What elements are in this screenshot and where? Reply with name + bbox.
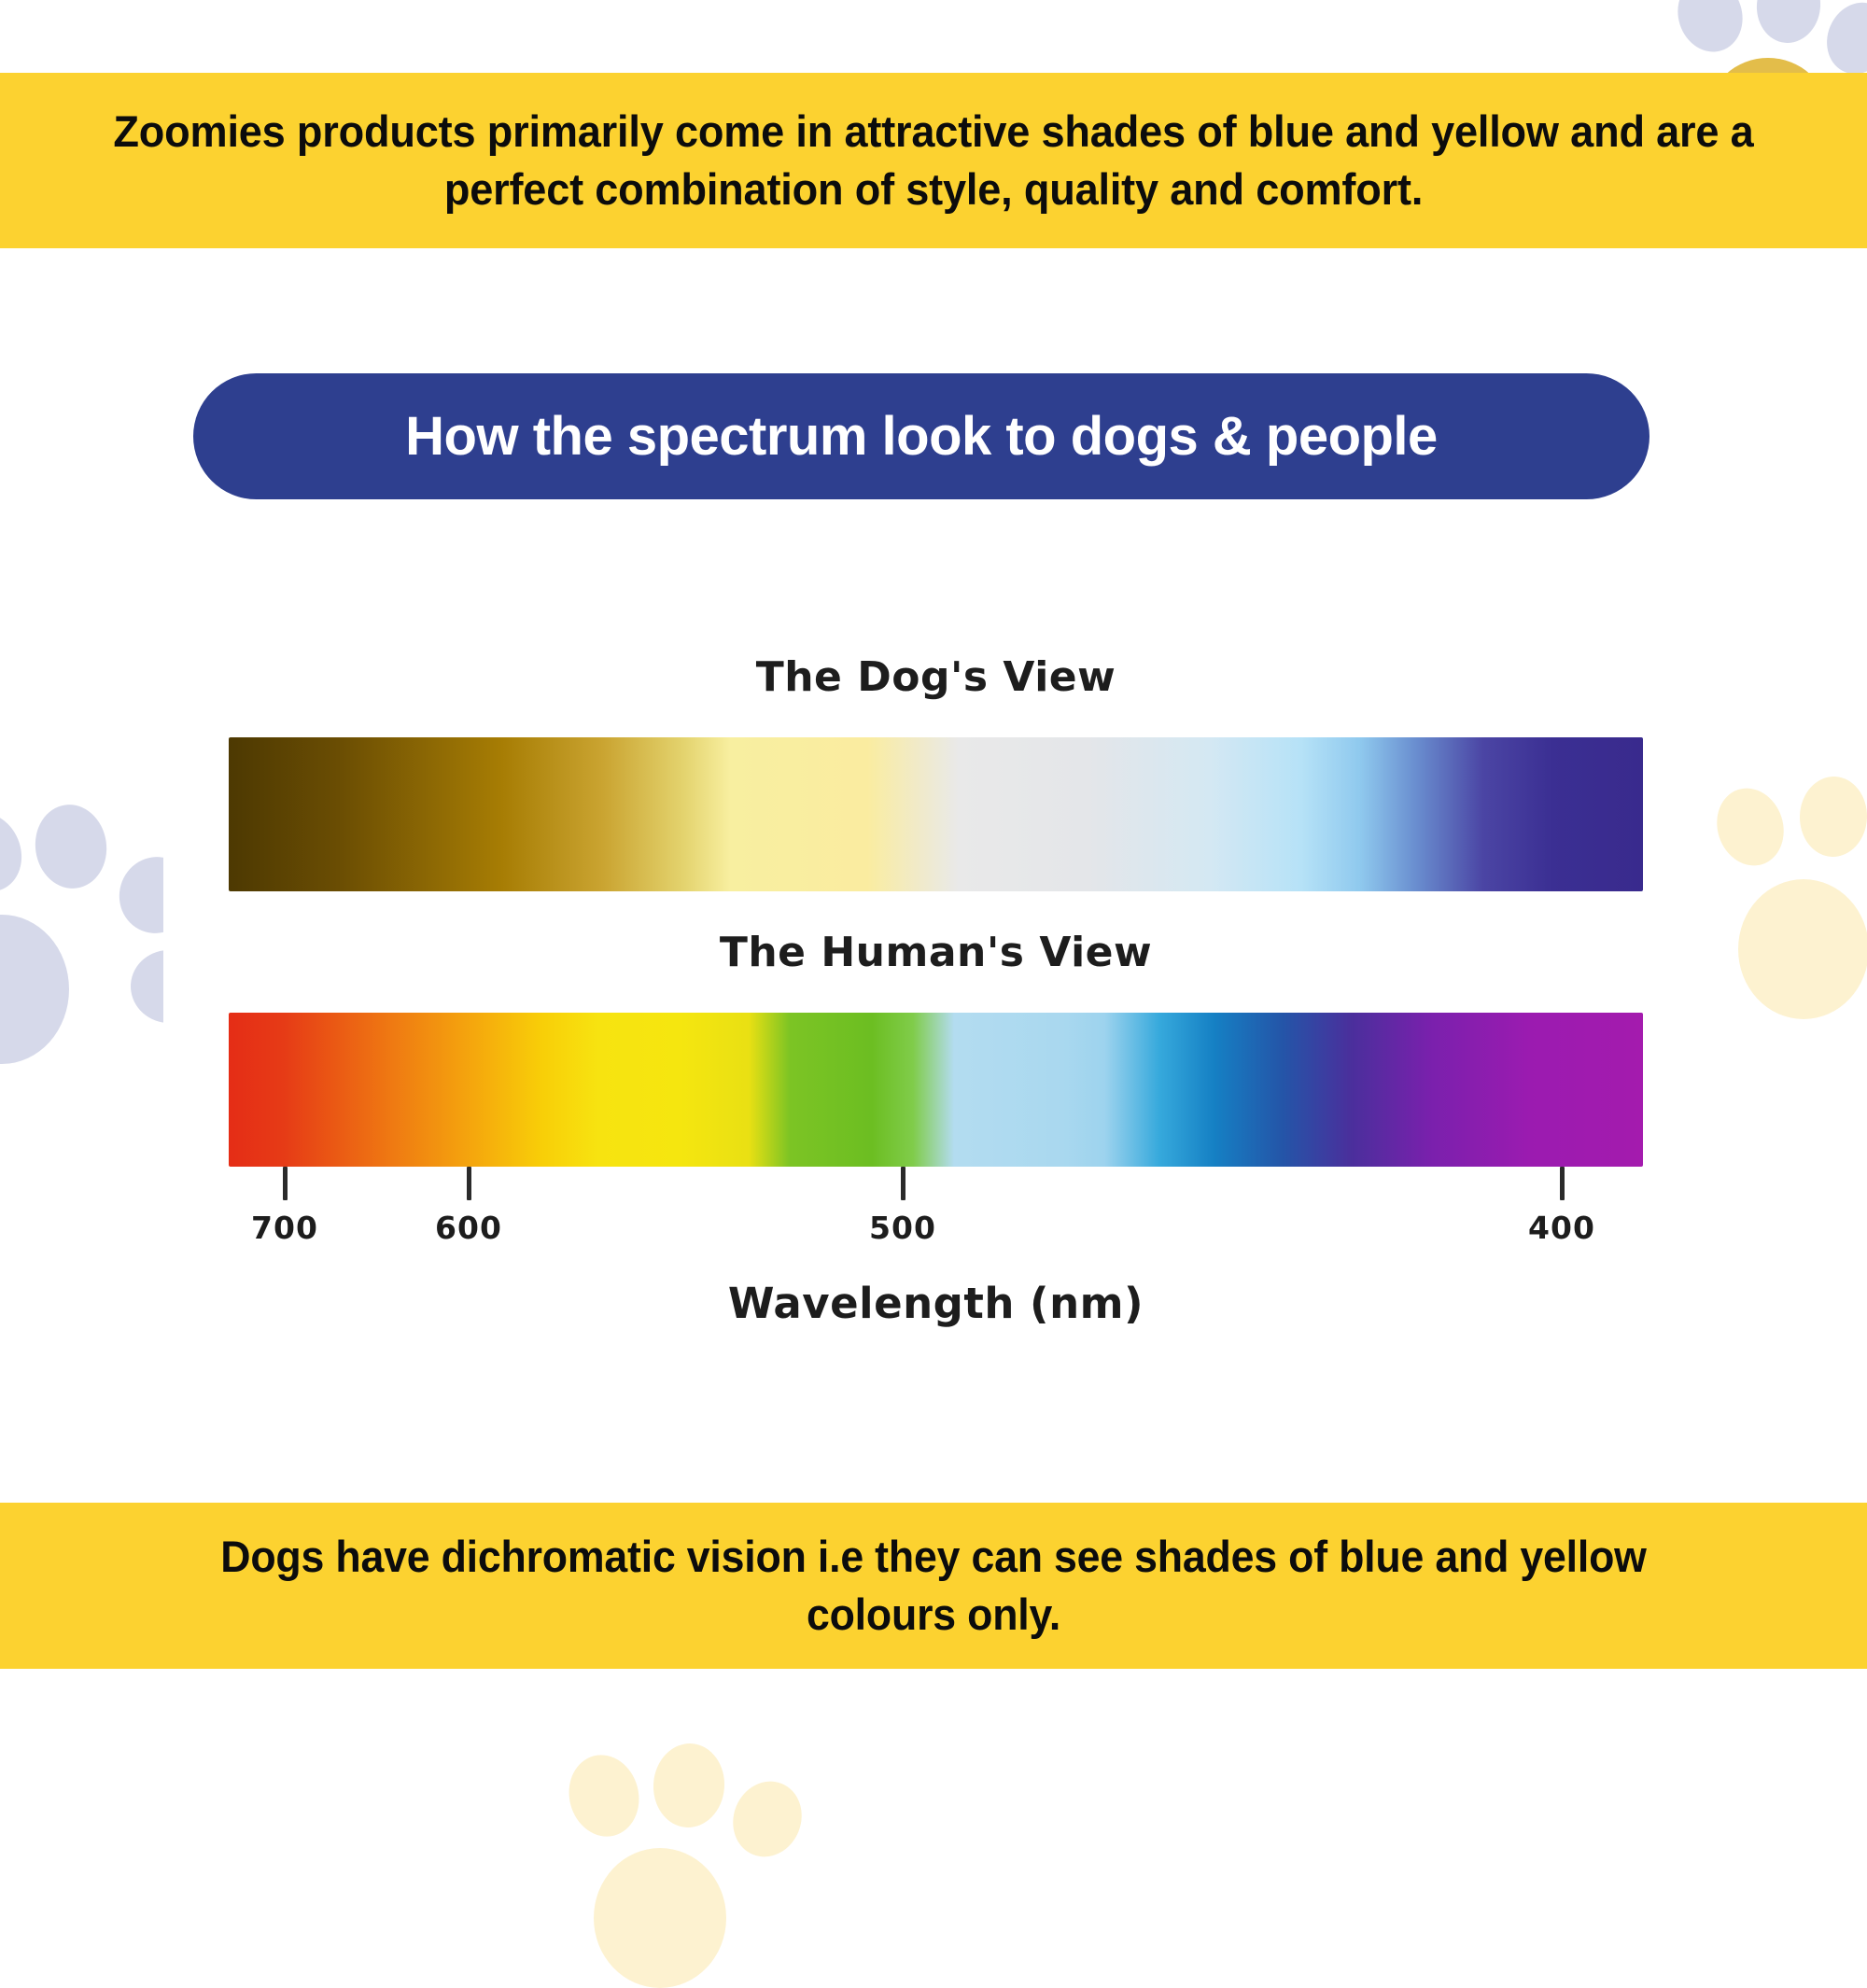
- section-heading-pill: How the spectrum look to dogs & people: [193, 373, 1649, 499]
- tick-mark-icon: [466, 1167, 471, 1200]
- paw-toe: [1798, 775, 1867, 859]
- paw-toe: [1861, 816, 1867, 909]
- axis-tick-label: 600: [435, 1210, 502, 1246]
- paw-toe: [1753, 0, 1824, 47]
- dogs-view-label: The Dog's View: [755, 653, 1116, 701]
- axis-tick-700: 700: [229, 1167, 341, 1246]
- section-heading-label: How the spectrum look to dogs & people: [405, 406, 1438, 467]
- paw-toe: [0, 802, 34, 903]
- top-message-banner: Zoomies products primarily come in attra…: [0, 73, 1867, 248]
- wavelength-axis-title: Wavelength (nm): [727, 1279, 1144, 1328]
- spectrum-comparison-figure: The Dog's View The Human's View 700 600 …: [163, 607, 1708, 1367]
- paw-print-icon-bottom: [560, 1736, 813, 1988]
- paw-toe: [1706, 779, 1794, 875]
- axis-tick-500: 500: [847, 1167, 959, 1246]
- tick-mark-icon: [1559, 1167, 1565, 1200]
- tick-mark-icon: [282, 1167, 288, 1200]
- paw-toe: [560, 1747, 648, 1844]
- top-banner-text: Zoomies products primarily come in attra…: [113, 105, 1754, 214]
- paw-heel: [594, 1848, 726, 1988]
- paw-toe: [722, 1771, 813, 1868]
- humans-view-spectrum-bar: [229, 1013, 1643, 1167]
- dogs-view-spectrum-bar: [229, 737, 1643, 891]
- paw-toe: [1816, 0, 1867, 84]
- paw-toe: [650, 1741, 728, 1830]
- bottom-message-banner: Dogs have dichromatic vision i.e they ca…: [0, 1503, 1867, 1669]
- tick-mark-icon: [900, 1167, 905, 1200]
- wavelength-axis: 700 600 500 400 Wavelength (nm): [229, 1167, 1643, 1367]
- paw-toe: [30, 800, 112, 893]
- bottom-banner-text: Dogs have dichromatic vision i.e they ca…: [220, 1531, 1647, 1639]
- paw-toe: [1668, 0, 1752, 61]
- paw-heel: [0, 915, 69, 1064]
- humans-view-label: The Human's View: [719, 929, 1153, 976]
- axis-tick-label: 400: [1528, 1210, 1595, 1246]
- paw-heel: [1738, 879, 1867, 1019]
- axis-tick-label: 700: [251, 1210, 318, 1246]
- axis-tick-label: 500: [869, 1210, 936, 1246]
- axis-tick-400: 400: [1506, 1167, 1618, 1246]
- paw-print-icon-right: [1706, 775, 1867, 1019]
- axis-tick-600: 600: [413, 1167, 525, 1246]
